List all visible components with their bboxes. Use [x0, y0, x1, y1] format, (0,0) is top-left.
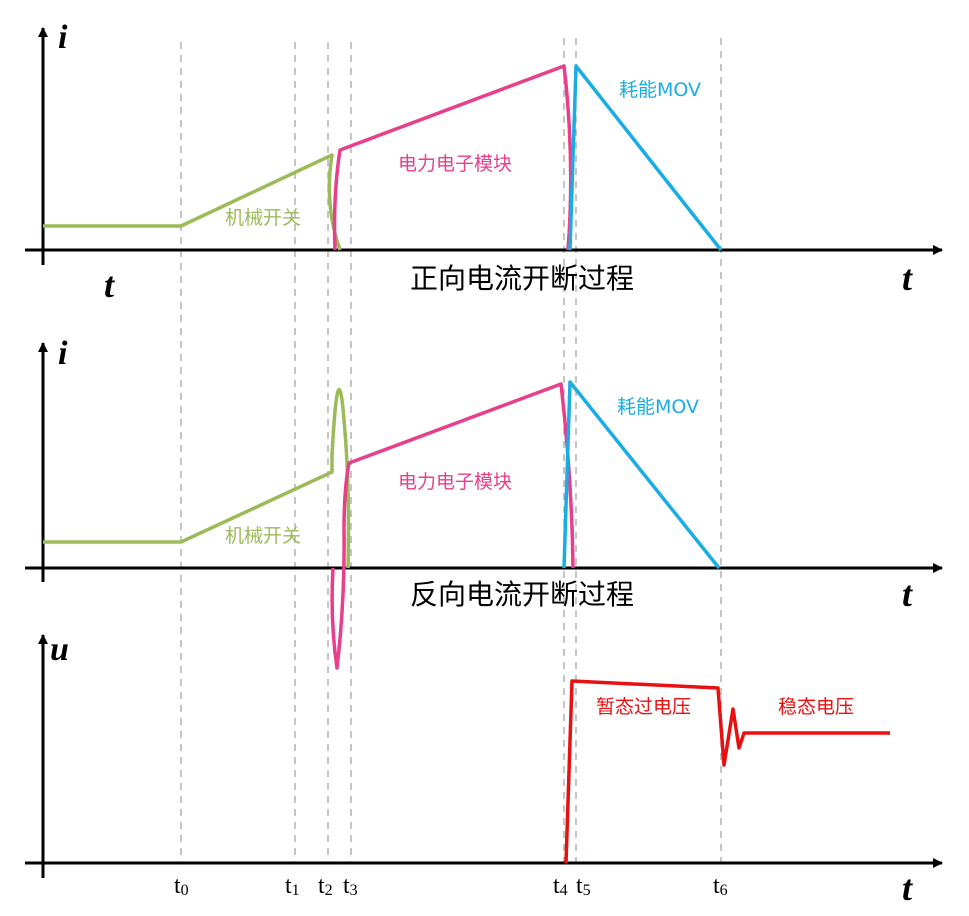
panel3-label-steady: 稳态电压 [778, 696, 854, 718]
time-mark-t2: t2 [318, 873, 333, 899]
panel1-caption: 正向电流开断过程 [410, 262, 634, 295]
panel2-label-mechanical: 机械开关 [225, 525, 301, 547]
panel2-label-pe: 电力电子模块 [398, 471, 512, 493]
panel1-label-mov: 耗能MOV [619, 79, 701, 101]
time-mark-labels: t0 t1 t2 t3 t4 t5 t6 [174, 873, 728, 899]
panel2-label-mov: 耗能MOV [617, 396, 699, 418]
time-mark-t6: t6 [713, 873, 728, 899]
panel2-y-label: i [58, 335, 68, 372]
panel1-x-label-right: t [902, 258, 913, 298]
time-mark-t3: t3 [343, 873, 358, 899]
panel1-x-label-left: t [104, 265, 115, 305]
panel3-voltage [564, 679, 890, 864]
panel-voltage: u t 暂态过电压 稳态电压 [25, 631, 943, 908]
time-mark-t5: t5 [576, 873, 591, 899]
panel1-label-mechanical: 机械开关 [225, 207, 301, 229]
panel1-y-label: i [58, 19, 68, 56]
panel2-x-label-right: t [902, 574, 913, 614]
panel3-label-transient: 暂态过电压 [596, 696, 691, 718]
time-mark-t4: t4 [553, 873, 568, 899]
panel2-mov-current [562, 380, 721, 570]
panel2-pe-current [330, 382, 575, 670]
time-mark-t1: t1 [285, 873, 300, 899]
panel-reverse: i t 反向电流开断过程 机械开关 电力电子模块 耗能MOV [25, 335, 943, 670]
panel3-x-label-right: t [902, 868, 913, 908]
panel2-mechanical-current [43, 387, 351, 569]
panel2-caption: 反向电流开断过程 [410, 578, 634, 611]
panel1-label-pe: 电力电子模块 [398, 153, 512, 175]
panel1-mov-current [568, 64, 723, 252]
panel3-y-label: u [50, 631, 69, 668]
time-mark-t0: t0 [174, 873, 189, 899]
panel-forward: i t t 正向电流开断过程 机械开关 电力电子模块 耗能MOV [25, 19, 943, 305]
